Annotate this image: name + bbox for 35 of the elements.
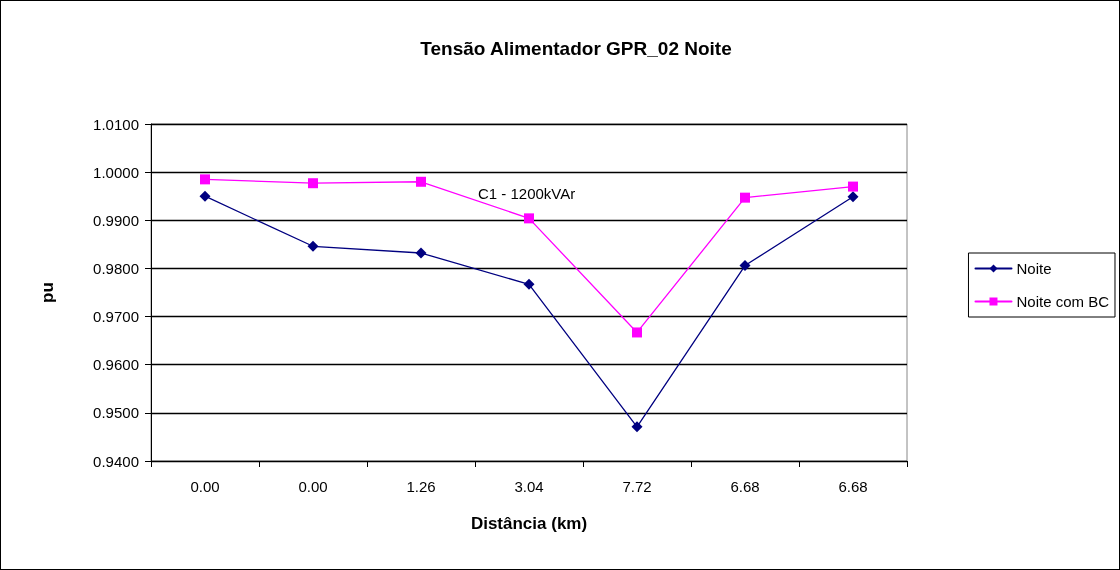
point [632,327,642,338]
point [200,174,210,185]
point [847,191,859,203]
point [308,178,318,189]
y-tick-label: 0.9600 [93,356,139,374]
point [415,247,427,259]
legend-label: Noite com BC [1016,293,1110,310]
x-tick-label: 0.00 [190,478,220,495]
x-tick-label: 3.04 [514,478,544,495]
point [524,213,534,224]
annotation: C1 - 1200kVAr [478,185,576,202]
x-tick-label: 6.68 [838,478,868,495]
y-tick-label: 1.0000 [93,163,139,181]
point [199,190,211,202]
x-tick-label: 0.00 [298,478,328,495]
y-tick-label: 0.9400 [93,452,139,470]
x-tick-label: 7.72 [622,478,652,495]
point [416,176,426,187]
chart-title: Tensão Alimentador GPR_02 Noite [420,38,732,59]
x-tick-label: 6.68 [730,478,760,495]
point [740,192,750,203]
point [523,278,535,290]
point [631,421,643,433]
y-axis-title: pu [38,282,57,303]
point [848,181,858,192]
x-axis-title: Distância (km) [470,514,588,533]
y-tick-label: 1.0100 [93,115,139,133]
point [307,240,319,252]
y-tick-label: 0.9800 [93,259,139,277]
y-tick-label: 0.9900 [93,211,139,229]
x-tick-label: 1.26 [406,478,436,495]
y-tick-label: 0.9700 [93,308,139,326]
point [739,260,751,272]
y-tick-label: 0.9500 [93,404,139,422]
legend-label: Noite [1016,260,1052,277]
